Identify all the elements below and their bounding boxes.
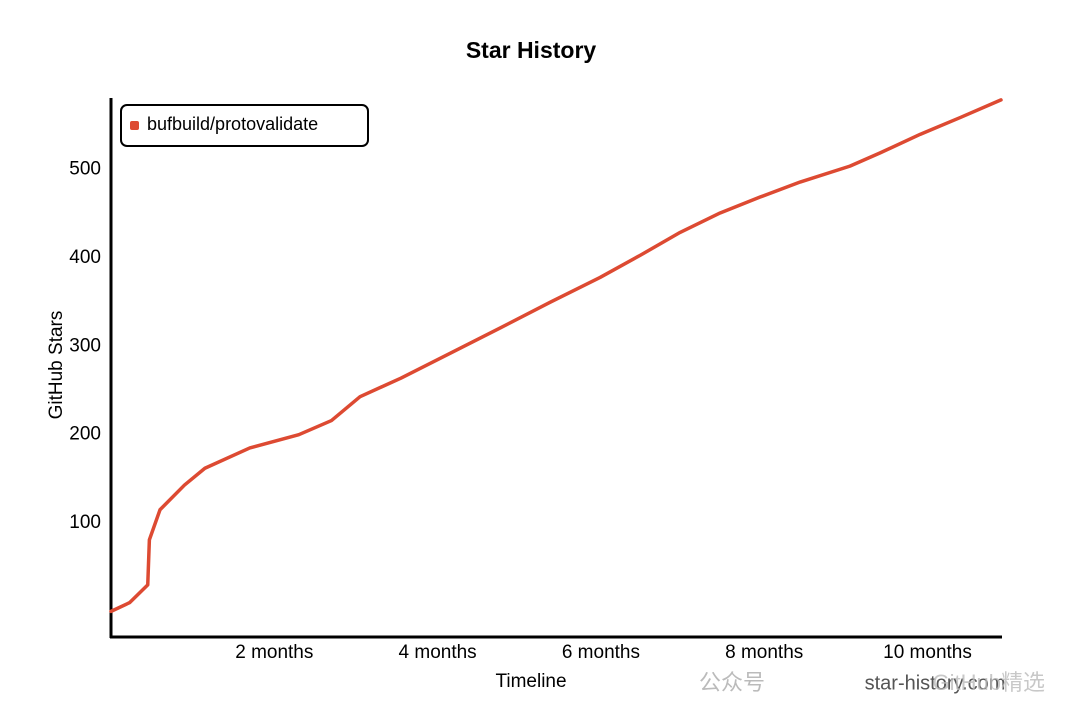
legend-label: bufbuild/protovalidate [147,114,318,134]
watermark: GitHub精选 [933,670,1045,695]
legend-swatch [130,121,139,130]
x-tick-label: 6 months [562,642,640,663]
y-tick-label: 400 [69,247,101,268]
watermark: star-history.com [865,672,1006,694]
chart-title: Star History [466,37,597,63]
x-axis-label: Timeline [495,671,566,692]
y-tick-label: 100 [69,512,101,533]
y-axis-label: GitHub Stars [46,311,67,420]
watermark: 公众号 [699,670,765,695]
x-tick-label: 2 months [235,642,313,663]
x-tick-label: 10 months [883,642,972,663]
y-tick-label: 500 [69,159,101,180]
y-tick-label: 300 [69,335,101,356]
legend-box [120,104,369,147]
y-tick-label: 200 [69,424,101,445]
series-line [109,98,1003,614]
x-tick-label: 8 months [725,642,803,663]
x-tick-label: 4 months [399,642,477,663]
